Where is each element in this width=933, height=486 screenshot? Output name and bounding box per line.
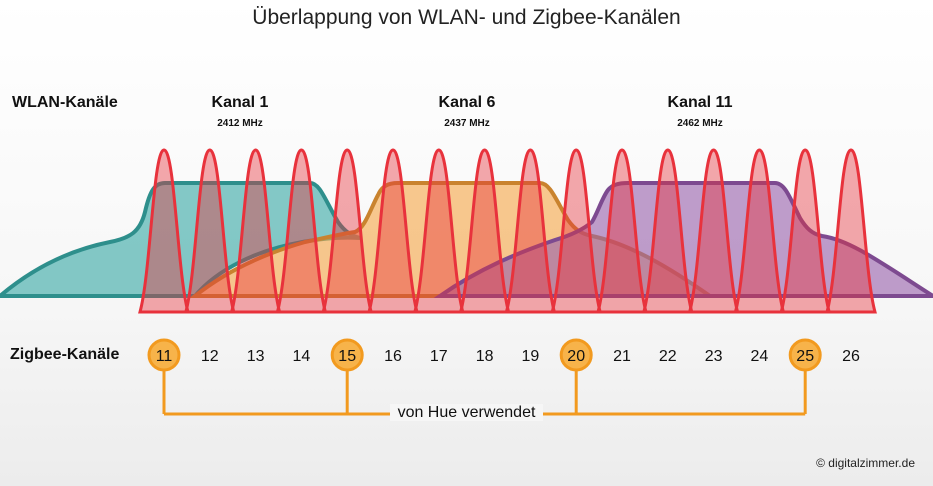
- page-title: Überlappung von WLAN- und Zigbee-Kanälen: [252, 6, 681, 29]
- zigbee-peak-24: [733, 148, 786, 314]
- wlan-channel-shape-1: [0, 181, 361, 298]
- wlan-channel-11-freq: 2462 MHz: [677, 118, 723, 129]
- wlan-channel-1-name: Kanal 1: [211, 94, 269, 111]
- zigbee-peak-15: [321, 148, 374, 314]
- hue-channel-circle-25: [788, 338, 822, 372]
- zigbee-channel-23: 23: [705, 348, 723, 365]
- zigbee-peak-14: [275, 148, 328, 314]
- zigbee-channel-21: 21: [613, 348, 631, 365]
- zigbee-number-row: 11 12 13 14 15 16 17 18 19 20 21 22 23 24 25 26: [147, 338, 860, 372]
- hue-channel-circle-11: [147, 338, 181, 372]
- hue-channel-circle-15: [330, 338, 364, 372]
- zigbee-channel-18: 18: [476, 348, 494, 365]
- zigbee-peak-26: [825, 148, 877, 314]
- wlan-channels-label: WLAN-Kanäle: [12, 94, 118, 111]
- hue-used-label: von Hue verwendet: [0, 404, 933, 422]
- zigbee-channel-14: 14: [293, 348, 311, 365]
- zigbee-peak-21: [596, 148, 648, 314]
- zigbee-peak-19: [504, 148, 557, 314]
- zigbee-channel-12: 12: [201, 348, 219, 365]
- zigbee-peak-17: [412, 148, 465, 314]
- zigbee-peak-20: [550, 148, 603, 314]
- wlan-channel-11-name: Kanal 11: [667, 94, 733, 111]
- zigbee-channel-13: 13: [247, 348, 265, 365]
- zigbee-peak-22: [641, 148, 694, 314]
- hue-channel-circle-20: [559, 338, 593, 372]
- zigbee-channels-label: Zigbee-Kanäle: [10, 346, 120, 363]
- zigbee-peak-16: [367, 148, 419, 314]
- zigbee-channel-22: 22: [659, 348, 677, 365]
- hue-used-text: von Hue verwendet: [389, 404, 544, 421]
- zigbee-spectrum-layer: [138, 148, 877, 314]
- zigbee-peak-11: [138, 148, 190, 314]
- zigbee-peak-13: [229, 148, 282, 314]
- wlan-channel-1-freq: 2412 MHz: [217, 118, 263, 129]
- wlan-channel-shape-11: [433, 181, 933, 298]
- wlan-channel-6-name: Kanal 6: [438, 94, 496, 111]
- zigbee-peak-25: [779, 148, 832, 314]
- copyright: © digitalzimmer.de: [816, 456, 915, 470]
- zigbee-channel-15: 15: [338, 348, 356, 365]
- zigbee-peak-18: [458, 148, 511, 314]
- zigbee-peak-23: [687, 148, 740, 314]
- wlan-channel-6-freq: 2437 MHz: [444, 118, 490, 129]
- zigbee-channel-20: 20: [567, 348, 585, 365]
- zigbee-channel-17: 17: [430, 348, 448, 365]
- zigbee-channel-16: 16: [384, 348, 402, 365]
- zigbee-channel-24: 24: [751, 348, 769, 365]
- zigbee-peak-12: [183, 148, 236, 314]
- zigbee-channel-19: 19: [522, 348, 540, 365]
- zigbee-channel-25: 25: [796, 348, 814, 365]
- zigbee-channel-11: 11: [156, 348, 173, 365]
- zigbee-channel-26: 26: [842, 348, 860, 365]
